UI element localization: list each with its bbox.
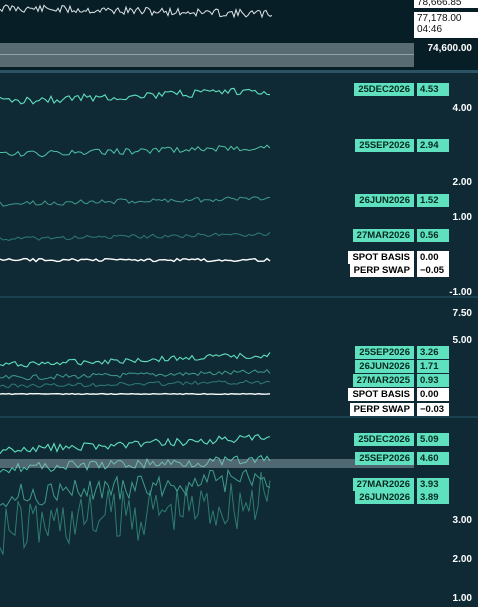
level-band — [0, 43, 414, 67]
series-line-26jun2026 — [0, 471, 271, 555]
series-badge[interactable]: SPOT BASIS 0.00 — [278, 251, 478, 264]
scale-label: 1.00 — [452, 212, 472, 223]
series-badge[interactable]: 25SEP2026 2.94 — [278, 139, 478, 152]
scale-label: 3.00 — [452, 515, 472, 526]
pane-divider[interactable] — [0, 416, 478, 418]
series-name-label: 27MAR2026 — [352, 478, 414, 491]
series-badge[interactable]: 27MAR2026 0.56 — [278, 229, 478, 242]
series-value-label: 5.09 — [417, 433, 449, 446]
series-name-label: SPOT BASIS — [348, 388, 414, 401]
series-badge[interactable]: SPOT BASIS 0.00 — [278, 388, 478, 401]
price-label-partial: 78,666.85 — [414, 0, 478, 8]
scale-label: 5.00 — [452, 335, 472, 346]
scale-label: 4.00 — [452, 103, 472, 114]
series-name-label: 26JUN2026 — [355, 491, 414, 504]
series-badge[interactable]: 25DEC2026 5.09 — [278, 433, 478, 446]
series-name-label: 25DEC2026 — [354, 83, 414, 96]
price-series — [0, 4, 273, 19]
series-value-label: −0.05 — [417, 264, 449, 277]
series-value-label: 3.93 — [417, 478, 449, 491]
level-price-label: 74,600.00 — [427, 43, 473, 54]
scale-label: 1.00 — [452, 593, 472, 604]
series-name-label: 27MAR2025 — [352, 374, 414, 387]
level-band-line — [0, 54, 414, 55]
basis-pane-2[interactable]: 7.50 5.00 25SEP2026 3.26 26JUN2026 1.71 27MA… — [0, 298, 478, 417]
series-name-label: 26JUN2026 — [355, 360, 414, 373]
scale-label: 2.00 — [452, 177, 472, 188]
series-value-label: 4.53 — [417, 83, 449, 96]
series-line-25sep2026 — [0, 352, 271, 368]
scale-label: 2.00 — [452, 554, 472, 565]
series-line-26jun2026 — [0, 368, 271, 381]
series-value-label: −0.03 — [417, 403, 449, 416]
series-value-label: 3.89 — [417, 491, 449, 504]
scale-label: 7.50 — [452, 308, 472, 319]
current-price-value: 77,178.00 — [417, 13, 462, 24]
series-badge[interactable]: 27MAR2025 0.93 — [278, 374, 478, 387]
series-name-label: 26JUN2026 — [355, 194, 414, 207]
series-line-25sep2026 — [0, 454, 271, 474]
series-line-25dec2026 — [0, 87, 271, 105]
series-name-label: 25SEP2026 — [355, 452, 414, 465]
candle-countdown: 04:46 — [417, 24, 443, 35]
series-line-27mar2025 — [0, 379, 271, 388]
series-name-label: SPOT BASIS — [348, 251, 414, 264]
series-badge[interactable]: PERP SWAP −0.03 — [278, 403, 478, 416]
series-badge[interactable]: 26JUN2026 3.89 — [278, 491, 478, 504]
current-price-label: 77,178.00 04:46 — [414, 12, 478, 38]
basis-pane-3[interactable]: 3.00 2.00 1.00 25DEC2026 5.09 25SEP2026 4.6… — [0, 418, 478, 607]
series-badge[interactable]: 25SEP2026 3.26 — [278, 346, 478, 359]
series-value-label: 0.00 — [417, 251, 449, 264]
series-line-spot-basis — [0, 392, 271, 396]
highlight-band — [0, 459, 414, 468]
series-value-label: 1.71 — [417, 360, 449, 373]
series-badge[interactable]: 26JUN2026 1.71 — [278, 360, 478, 373]
series-line-25sep2026 — [0, 144, 271, 158]
series-value-label: 2.94 — [417, 139, 449, 152]
pane-divider[interactable] — [0, 70, 478, 73]
series-value-label: 0.56 — [417, 229, 449, 242]
series-name-label: 25SEP2026 — [355, 139, 414, 152]
basis-chart-3 — [0, 433, 271, 555]
basis-chart-1 — [0, 87, 271, 263]
series-value-label: 0.93 — [417, 374, 449, 387]
series-line-27mar2026 — [0, 232, 271, 241]
series-badge[interactable]: PERP SWAP −0.05 — [278, 264, 478, 277]
series-value-label: 0.00 — [417, 388, 449, 401]
series-name-label: 25DEC2026 — [354, 433, 414, 446]
series-name-label: PERP SWAP — [349, 264, 414, 277]
series-badge[interactable]: 27MAR2026 3.93 — [278, 478, 478, 491]
price-pane[interactable]: 78,666.85 77,178.00 04:46 74,600.00 — [0, 0, 478, 72]
series-name-label: PERP SWAP — [349, 403, 414, 416]
series-name-label: 25SEP2026 — [355, 346, 414, 359]
series-badge[interactable]: 26JUN2026 1.52 — [278, 194, 478, 207]
series-value-label: 4.60 — [417, 452, 449, 465]
pane-divider[interactable] — [0, 296, 478, 298]
series-line-27mar2026 — [0, 468, 271, 508]
series-line-26jun2026 — [0, 196, 271, 207]
basis-chart-2 — [0, 352, 271, 396]
series-line-spot-basis — [0, 257, 271, 263]
price-chart — [0, 4, 273, 19]
price-line — [0, 4, 273, 19]
series-name-label: 27MAR2026 — [352, 229, 414, 242]
series-line-25dec2026 — [0, 433, 271, 455]
series-badge[interactable]: 25SEP2026 4.60 — [278, 452, 478, 465]
series-value-label: 1.52 — [417, 194, 449, 207]
scale-label: -1.00 — [449, 287, 472, 297]
basis-pane-1[interactable]: 4.00 2.00 1.00 -1.00 25DEC2026 4.53 25SEP2… — [0, 73, 478, 297]
series-badge[interactable]: 25DEC2026 4.53 — [278, 83, 478, 96]
series-value-label: 3.26 — [417, 346, 449, 359]
